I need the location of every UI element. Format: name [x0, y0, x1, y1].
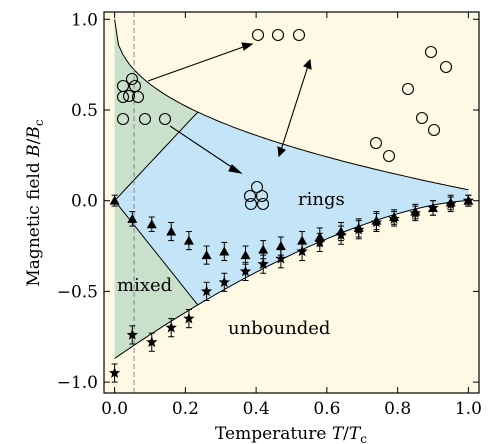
x-tick-label: 0.0	[101, 399, 128, 419]
star-marker	[335, 229, 347, 240]
star-marker	[275, 252, 287, 264]
y-tick-label: −0.5	[57, 282, 98, 302]
star-marker	[218, 276, 230, 288]
star-marker	[462, 194, 475, 206]
triangle-marker	[275, 241, 286, 251]
y-tick-label: 1.0	[71, 10, 98, 30]
star-marker	[314, 236, 326, 248]
x-tick-label: 0.4	[243, 399, 270, 419]
region-label-rings: rings	[298, 189, 345, 210]
triangle-marker	[146, 219, 157, 229]
cluster-config-left	[116, 72, 145, 104]
lower-phase-boundary	[114, 200, 469, 359]
ring-config-left	[116, 112, 172, 126]
star-marker	[239, 265, 252, 277]
mixed-region	[114, 19, 198, 359]
star-marker	[353, 223, 365, 235]
cluster-config-center	[243, 180, 270, 211]
triangle-marker	[201, 250, 212, 260]
rings-top-boundary	[114, 111, 199, 202]
triangle-marker	[219, 246, 230, 256]
star-marker	[146, 336, 158, 348]
star-series	[108, 194, 475, 383]
star-marker	[126, 328, 138, 340]
star-marker	[445, 198, 457, 210]
arrow-to-top-ring	[147, 42, 254, 82]
star-marker	[409, 207, 421, 219]
scattered-config-right	[369, 45, 453, 163]
triangle-marker	[127, 213, 138, 223]
x-tick-label: 0.6	[313, 399, 340, 419]
y-tick-label: −1.0	[57, 373, 98, 393]
star-marker	[183, 312, 195, 324]
x-tick-label: 0.2	[172, 399, 199, 419]
star-marker	[200, 285, 213, 297]
triangle-marker	[183, 235, 194, 245]
upper-phase-boundary	[114, 19, 469, 191]
triangle-marker	[258, 244, 269, 254]
star-marker	[257, 258, 269, 269]
star-marker	[427, 201, 439, 213]
double-arrow	[277, 58, 312, 158]
x-tick-label: 0.8	[384, 399, 411, 419]
star-marker	[296, 245, 308, 257]
star-marker	[165, 321, 177, 333]
star-marker	[370, 216, 383, 228]
region-label-mixed: mixed	[117, 275, 172, 296]
top-ring-config	[251, 28, 306, 42]
triangle-marker	[166, 226, 177, 236]
y-tick-label: 0.5	[71, 101, 98, 121]
rings-lower-boundary	[114, 200, 199, 306]
plot-frame	[103, 11, 480, 394]
arrow-to-center-cluster	[169, 125, 243, 174]
y-tick-label: 0.0	[71, 192, 98, 212]
star-marker	[108, 367, 121, 378]
star-marker	[388, 212, 400, 224]
x-axis-label: Temperature T/Tc	[215, 424, 367, 444]
y-axis-label: Magnetic field B/Bc	[24, 119, 46, 286]
region-label-unbounded: unbounded	[228, 318, 330, 339]
triangle-marker	[240, 250, 251, 260]
triangle-marker	[109, 195, 120, 205]
x-tick-label: 1.0	[455, 399, 482, 419]
